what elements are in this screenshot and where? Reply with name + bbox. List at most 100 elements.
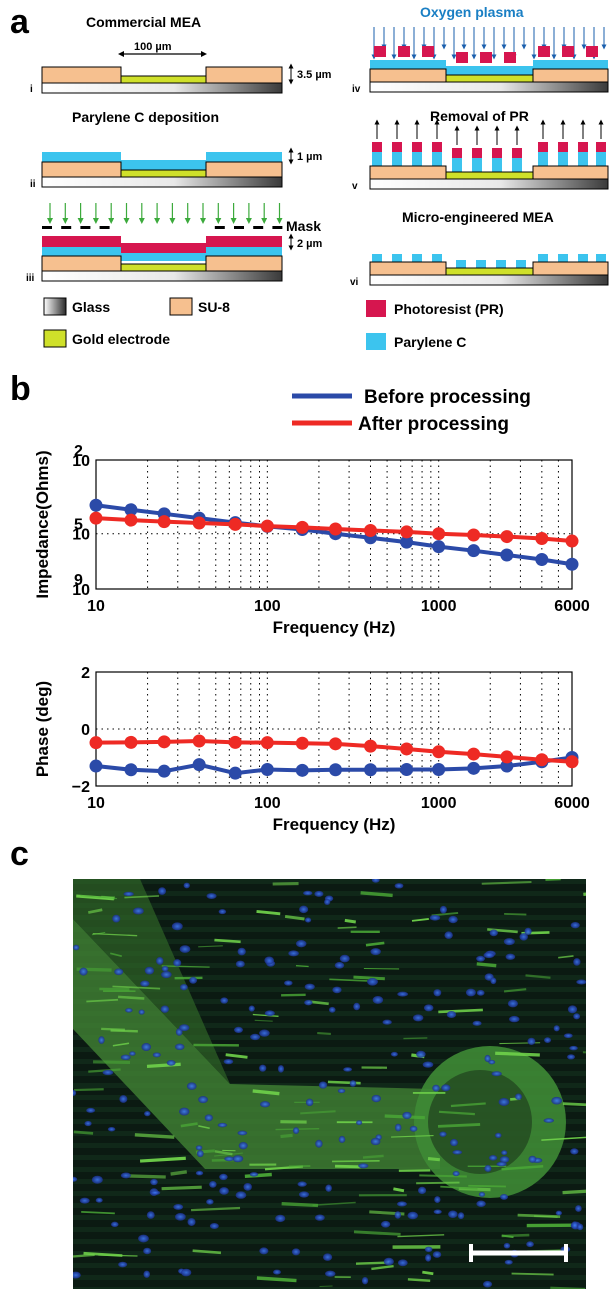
data-point <box>295 763 309 777</box>
panel-b-letter: b <box>10 370 31 408</box>
legend-label-su8: SU-8 <box>198 299 230 315</box>
data-point <box>295 736 309 750</box>
y-tick-label: 10 <box>72 453 90 470</box>
data-point <box>467 528 481 542</box>
x-axis-title: Frequency (Hz) <box>273 618 396 637</box>
legend-swatch-photoresist <box>366 300 386 317</box>
data-point <box>124 503 138 517</box>
legend-label-photoresist: Photoresist (PR) <box>394 301 504 317</box>
data-point <box>295 520 309 534</box>
data-point <box>535 531 549 545</box>
step-v-title: Removal of PR <box>430 108 529 124</box>
data-point <box>228 766 242 780</box>
data-point <box>432 762 446 776</box>
step-v-numeral: v <box>352 181 358 192</box>
data-point <box>432 540 446 554</box>
step-i-title: Commercial MEA <box>86 14 201 30</box>
y-tick-exponent: 9 <box>74 572 83 589</box>
data-point <box>535 552 549 566</box>
step-vi: Micro-engineered MEA vi <box>350 209 609 288</box>
data-point <box>500 759 514 773</box>
y-tick-label: 0 <box>81 722 90 739</box>
x-tick-label: 1000 <box>421 598 457 615</box>
x-tick-label: 10 <box>87 598 105 615</box>
x-tick-label: 1000 <box>421 795 457 812</box>
data-point <box>260 762 274 776</box>
y-tick-label: 10 <box>72 527 90 544</box>
data-point <box>228 517 242 531</box>
data-point <box>400 762 414 776</box>
data-point <box>500 548 514 562</box>
data-point <box>228 735 242 749</box>
x-tick-label: 100 <box>254 795 281 812</box>
legend-entry: After processing <box>358 414 509 435</box>
data-point <box>157 515 171 529</box>
data-point <box>157 735 171 749</box>
step-ii: Parylene C deposition ii 1 µm <box>30 109 323 190</box>
step-ii-numeral: ii <box>30 179 36 190</box>
panel-a-letter: a <box>10 3 30 41</box>
step-iv-title: Oxygen plasma <box>420 4 524 20</box>
step-iv: Oxygen plasma iv <box>352 4 609 95</box>
step-i-numeral: i <box>30 84 33 95</box>
phase-chart: 10 100 1000 6000 Frequency (Hz) 2 0 −2 Phase (de… <box>33 665 590 834</box>
y-axis-title: Phase (deg) <box>33 681 52 777</box>
step-iii-dimension: 2 µm <box>297 238 323 250</box>
step-vi-title: Micro-engineered MEA <box>402 209 554 225</box>
data-point <box>432 527 446 541</box>
width-label: 100 µm <box>134 41 172 53</box>
legend-label-parylene: Parylene C <box>394 334 466 350</box>
data-point <box>124 513 138 527</box>
data-point <box>467 544 481 558</box>
data-point <box>363 523 377 537</box>
x-tick-label: 6000 <box>554 795 590 812</box>
x-tick-label: 6000 <box>554 598 590 615</box>
legend-swatch-glass <box>43 297 67 316</box>
step-iii-numeral: iii <box>26 273 35 284</box>
y-tick-exponent: 2 <box>74 443 83 460</box>
x-tick-label: 10 <box>87 795 105 812</box>
y-axis-title: Impedance(Ohms) <box>33 450 52 598</box>
data-point <box>467 761 481 775</box>
data-point <box>157 764 171 778</box>
y-tick-label: 2 <box>81 665 90 682</box>
data-point <box>89 759 103 773</box>
data-point <box>260 519 274 533</box>
legend-swatch-gold <box>43 329 67 348</box>
data-point <box>400 525 414 539</box>
data-point <box>329 763 343 777</box>
step-ii-title: Parylene C deposition <box>72 109 219 125</box>
panel-a: a Commercial MEA 100 µm i 3.5 µm Parylen… <box>10 3 609 350</box>
data-point <box>400 742 414 756</box>
data-point <box>467 747 481 761</box>
data-point <box>432 745 446 759</box>
data-point <box>363 739 377 753</box>
y-tick-exponent: 5 <box>74 517 83 534</box>
data-point <box>124 735 138 749</box>
data-point <box>565 557 579 571</box>
legend-entry: Before processing <box>364 387 531 408</box>
step-v: Removal of PR v <box>352 108 609 192</box>
legend-swatch-parylene <box>366 333 386 350</box>
step-ii-dimension: 1 µm <box>297 151 323 163</box>
mask-label: Mask <box>286 218 321 234</box>
data-point <box>329 522 343 536</box>
y-tick-label: 10 <box>72 582 90 599</box>
step-i: Commercial MEA 100 µm i 3.5 µm <box>30 14 332 95</box>
electrode-trace <box>73 919 440 1169</box>
data-point <box>535 753 549 767</box>
data-point <box>192 758 206 772</box>
data-point <box>89 498 103 512</box>
data-point <box>192 516 206 530</box>
step-iii: iii Mask 2 µm <box>26 203 323 284</box>
data-point <box>89 736 103 750</box>
data-point <box>192 734 206 748</box>
data-point <box>565 534 579 548</box>
x-axis-title: Frequency (Hz) <box>273 815 396 834</box>
legend-label-gold: Gold electrode <box>72 331 170 347</box>
step-i-dimension: 3.5 µm <box>297 69 332 81</box>
legend-label-glass: Glass <box>72 299 110 315</box>
fluorescence-micrograph <box>73 879 586 1289</box>
